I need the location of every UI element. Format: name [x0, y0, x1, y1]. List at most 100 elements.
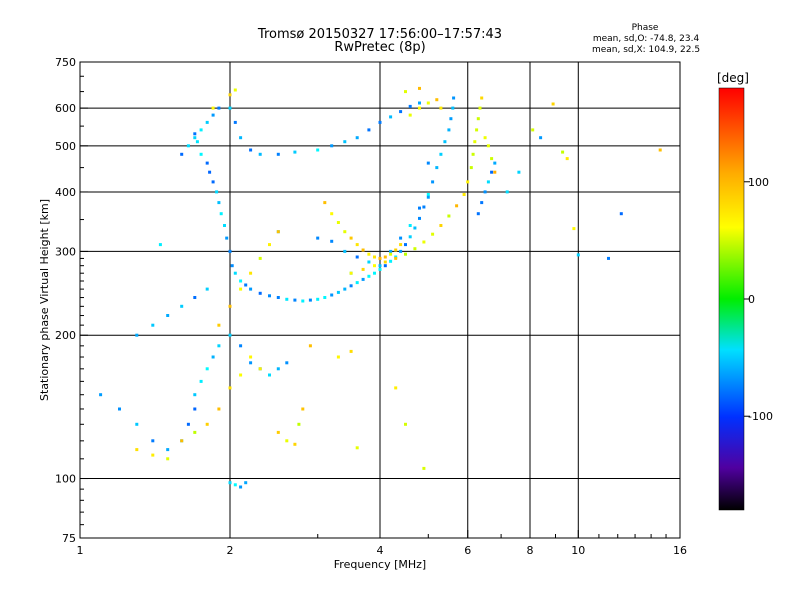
- colorbar-tick-label: 0: [748, 293, 755, 306]
- echo-point-o: [228, 249, 232, 253]
- echo-point-x: [531, 128, 535, 132]
- echo-point-x: [418, 106, 421, 110]
- echo-point-o: [426, 193, 430, 196]
- echo-point-o: [268, 294, 271, 298]
- echo-point-o: [193, 296, 197, 299]
- echo-point-o: [480, 201, 484, 205]
- echo-point-o: [517, 170, 521, 174]
- echo-point-o: [151, 439, 155, 443]
- echo-point-x: [404, 90, 407, 94]
- echo-point-o: [490, 170, 494, 174]
- x-tick-label: 8: [527, 544, 534, 557]
- echo-point-o: [244, 283, 248, 287]
- echo-point-o: [323, 296, 327, 299]
- echo-point-x: [493, 170, 497, 174]
- echo-point-x: [349, 236, 353, 240]
- y-tick-label: 400: [55, 186, 76, 199]
- y-tick-label: 75: [62, 532, 76, 545]
- echo-point-o: [493, 161, 497, 165]
- echo-point-o: [355, 136, 359, 140]
- echo-point-x: [367, 252, 371, 256]
- echo-point-o: [308, 298, 312, 302]
- echo-point-o: [249, 361, 253, 365]
- echo-point-o: [404, 243, 407, 247]
- echo-point-o: [239, 279, 243, 283]
- echo-point-o: [193, 393, 197, 397]
- echo-point-x: [480, 96, 484, 100]
- echo-point-o: [244, 481, 248, 485]
- echo-point-x: [383, 255, 387, 259]
- echo-point-o: [483, 190, 487, 194]
- echo-point-x: [658, 148, 662, 152]
- echo-point-x: [389, 252, 393, 256]
- echo-point-x: [435, 98, 439, 102]
- echo-point-x: [471, 152, 475, 156]
- phase-x-mode-stats: mean, sd,X: 104.9, 22.5: [591, 45, 701, 55]
- echo-point-o: [285, 297, 289, 301]
- echo-point-o: [225, 236, 229, 240]
- echo-point-o: [408, 104, 412, 108]
- echo-point-o: [435, 166, 439, 170]
- echo-point-o: [449, 117, 453, 121]
- echo-point-x: [475, 128, 479, 132]
- echo-point-x: [276, 230, 280, 234]
- echo-point-x: [473, 140, 477, 144]
- echo-point-o: [505, 190, 509, 194]
- echo-point-o: [422, 205, 426, 209]
- echo-point-o: [389, 259, 393, 263]
- echo-point-x: [439, 106, 443, 110]
- x-tick-label: 16: [673, 544, 687, 557]
- echo-point-x: [413, 247, 417, 251]
- echo-point-o: [343, 287, 347, 291]
- echo-point-o: [239, 485, 243, 489]
- echo-point-o: [373, 271, 376, 275]
- echo-point-o: [211, 355, 215, 359]
- echo-point-o: [276, 296, 280, 299]
- echo-point-x: [478, 106, 482, 110]
- echo-point-x: [483, 136, 487, 140]
- echo-point-o: [439, 152, 443, 156]
- echo-point-x: [378, 256, 382, 260]
- echo-point-x: [349, 271, 353, 275]
- echo-point-o: [249, 148, 253, 152]
- echo-point-o: [316, 148, 320, 152]
- echo-point-x: [239, 373, 243, 377]
- y-tick-label: 500: [55, 140, 76, 153]
- echo-point-o: [217, 106, 221, 110]
- y-axis-label: Stationary phase Virtual Height [km]: [38, 199, 51, 401]
- echo-point-x: [431, 232, 435, 236]
- echo-point-o: [217, 344, 221, 348]
- echo-point-o: [418, 101, 421, 105]
- axis-ticks: 1 2 4 6 8 10 16 75 100 200 300 400 500 600 750: [55, 56, 687, 557]
- echo-point-x: [373, 255, 376, 259]
- echo-point-o: [258, 152, 262, 156]
- echo-point-x: [426, 101, 430, 105]
- echo-point-o: [135, 422, 139, 426]
- echo-point-x: [151, 453, 155, 457]
- echo-point-x: [211, 106, 215, 110]
- echo-point-o: [180, 304, 184, 308]
- echo-point-x: [166, 457, 170, 461]
- echo-point-x: [228, 304, 232, 308]
- echo-point-o: [418, 216, 421, 220]
- echo-point-o: [330, 293, 334, 297]
- echo-point-x: [217, 323, 221, 327]
- echo-point-o: [276, 152, 280, 156]
- echo-point-o: [293, 298, 297, 302]
- echo-point-x: [418, 86, 421, 90]
- echo-point-o: [361, 277, 365, 281]
- echo-point-o: [239, 136, 243, 140]
- echo-point-x: [551, 102, 555, 106]
- echo-point-o: [166, 314, 170, 317]
- echo-point-o: [619, 212, 623, 216]
- echo-point-o: [285, 361, 289, 365]
- echo-point-o: [367, 274, 371, 278]
- echo-point-x: [135, 448, 139, 452]
- phase-heading: Phase: [631, 23, 659, 33]
- echo-point-o: [199, 379, 203, 383]
- colorbar-tick-label: 100: [748, 176, 769, 189]
- echo-point-o: [223, 224, 226, 227]
- x-axis-label: Frequency [MHz]: [334, 558, 426, 571]
- echo-point-o: [249, 287, 253, 291]
- echo-point-o: [349, 284, 353, 288]
